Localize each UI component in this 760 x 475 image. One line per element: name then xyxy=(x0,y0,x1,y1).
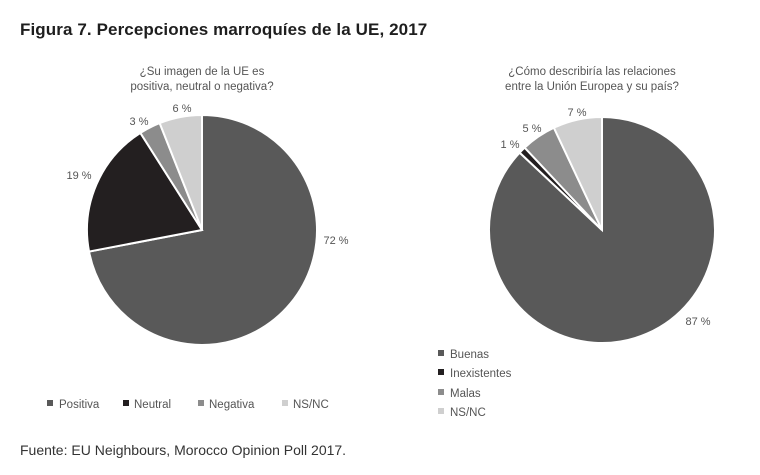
chart-1: ¿Su imagen de la UE es positiva, neutral… xyxy=(47,66,349,411)
legend-label-neutral: Neutral xyxy=(134,399,171,411)
legend-swatch-nsnc-2 xyxy=(438,408,444,414)
chart-2-legend: Buenas Inexistentes Malas NS/NC xyxy=(438,349,512,419)
chart-2-label-inexistentes: 1 % xyxy=(501,139,520,151)
legend-label-inexistentes: Inexistentes xyxy=(450,368,512,380)
legend-swatch-negativa xyxy=(198,400,204,406)
chart-2-label-malas: 5 % xyxy=(523,123,542,135)
legend-swatch-inexistentes xyxy=(438,369,444,375)
chart-1-slices xyxy=(86,113,318,346)
source-note: Fuente: EU Neighbours, Morocco Opinion P… xyxy=(20,442,347,458)
chart-2-slice-ns-nc xyxy=(552,115,603,231)
chart-2-slices xyxy=(488,115,716,344)
chart-1-label-positiva: 72 % xyxy=(323,235,348,247)
chart-2-title-line-2: entre la Unión Europea y su país? xyxy=(505,81,679,93)
chart-2-label-buenas: 87 % xyxy=(685,316,710,328)
legend-swatch-positiva xyxy=(47,400,53,406)
legend-label-negativa: Negativa xyxy=(209,399,255,411)
legend-label-buenas: Buenas xyxy=(450,349,489,361)
figure-title: Figura 7. Percepciones marroquíes de la … xyxy=(20,20,428,39)
chart-1-title-line-2: positiva, neutral o negativa? xyxy=(130,81,273,93)
chart-1-slice-ns-nc xyxy=(158,113,203,231)
legend-label-positiva: Positiva xyxy=(59,399,100,411)
chart-2-title-line-1: ¿Cómo describiría las relaciones xyxy=(508,66,676,78)
legend-label-malas: Malas xyxy=(450,388,481,400)
legend-swatch-malas xyxy=(438,389,444,395)
legend-swatch-buenas xyxy=(438,350,444,356)
legend-label-nsnc-2: NS/NC xyxy=(450,407,486,419)
chart-1-title-line-1: ¿Su imagen de la UE es xyxy=(140,66,265,78)
chart-1-slice-neutral xyxy=(86,131,204,253)
legend-label-nsnc: NS/NC xyxy=(293,399,329,411)
chart-1-label-neutral: 19 % xyxy=(66,170,91,182)
chart-2-label-nsnc: 7 % xyxy=(568,107,587,119)
chart-1-label-negativa: 3 % xyxy=(130,116,149,128)
chart-2: ¿Cómo describiría las relaciones entre l… xyxy=(438,66,716,419)
legend-swatch-nsnc xyxy=(282,400,288,406)
legend-swatch-neutral xyxy=(123,400,129,406)
chart-1-legend: Positiva Neutral Negativa NS/NC xyxy=(47,399,329,411)
chart-1-label-nsnc: 6 % xyxy=(173,103,192,115)
